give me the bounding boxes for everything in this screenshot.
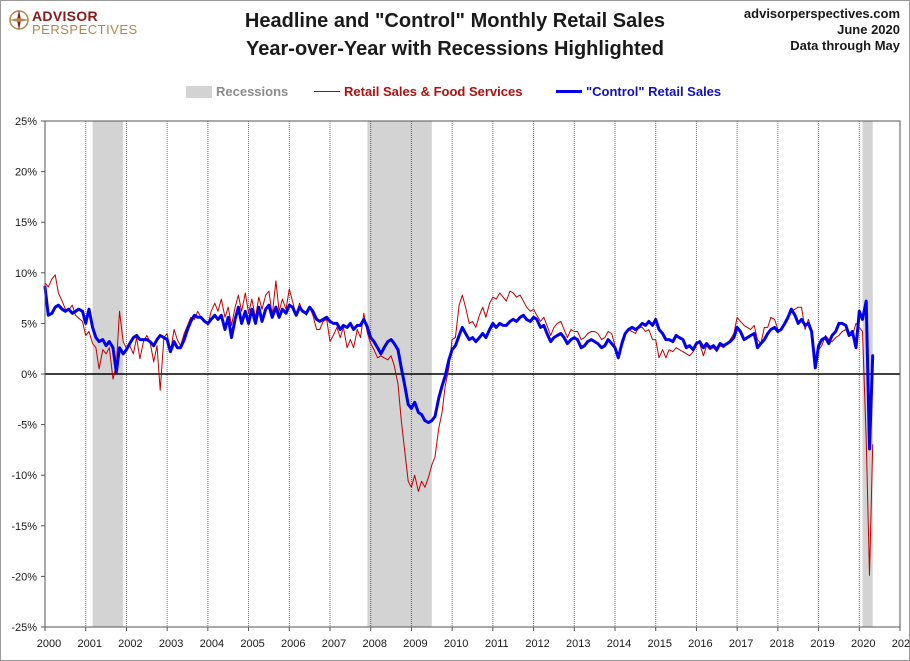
y-tick-label: -15% [11, 521, 37, 533]
series-line-control-sales [43, 285, 875, 451]
x-tick-label: 2007 [322, 638, 346, 650]
y-tick-label: 10% [15, 268, 37, 280]
x-tick-label: 2001 [77, 638, 101, 650]
x-tick-label: 2016 [688, 638, 712, 650]
legend-item-control-sales: "Control" Retail Sales [556, 83, 721, 101]
legend-item-recessions: Recessions [186, 83, 288, 101]
compass-rose-icon [9, 10, 29, 30]
chart-title-line2: Year-over-Year with Recessions Highlight… [246, 38, 664, 60]
publish-date: June 2020 [837, 22, 900, 37]
y-tick-label: -25% [11, 622, 37, 634]
y-tick-label: -20% [11, 571, 37, 583]
y-tick-label: 15% [15, 217, 37, 229]
x-tick-label: 2017 [729, 638, 753, 650]
x-tick-label: 2003 [159, 638, 183, 650]
x-tick-label: 2000 [37, 638, 61, 650]
y-tick-label: 5% [21, 318, 37, 330]
y-tick-label: 0% [21, 369, 37, 381]
x-tick-label: 2020 [851, 638, 875, 650]
y-tick-label: -10% [11, 470, 37, 482]
x-tick-label: 2021 [892, 638, 910, 650]
y-tick-label: -5% [17, 420, 37, 432]
x-tick-label: 2006 [281, 638, 305, 650]
x-tick-label: 2013 [566, 638, 590, 650]
legend-label-recessions: Recessions [216, 84, 289, 99]
x-tick-label: 2014 [607, 638, 631, 650]
x-tick-label: 2009 [403, 638, 427, 650]
chart-title-line1: Headline and "Control" Monthly Retail Sa… [244, 10, 666, 32]
brand-logo-line1: ADVISOR [32, 8, 98, 24]
x-tick-label: 2019 [810, 638, 834, 650]
legend-label-control-sales: "Control" Retail Sales [586, 84, 722, 99]
x-tick-label: 2004 [200, 638, 224, 650]
legend-label-retail-sales: Retail Sales & Food Services [344, 84, 523, 99]
legend-swatch-control-sales [556, 90, 582, 93]
legend-swatch-recessions [186, 86, 212, 98]
brand-logo-line2: PERSPECTIVES [32, 22, 138, 37]
legend-item-retail-sales: Retail Sales & Food Services [314, 83, 522, 101]
legend-swatch-retail-sales [314, 91, 340, 92]
x-tick-label: 2005 [240, 638, 264, 650]
data-through-note: Data through May [790, 38, 900, 53]
x-tick-label: 2011 [485, 638, 509, 650]
x-tick-label: 2008 [362, 638, 386, 650]
x-tick-label: 2012 [525, 638, 549, 650]
x-tick-label: 2015 [647, 638, 671, 650]
y-tick-label: 20% [15, 167, 37, 179]
series-line-retail-sales [44, 274, 874, 576]
x-tick-label: 2002 [118, 638, 142, 650]
x-tick-label: 2010 [444, 638, 468, 650]
chart-legend: Recessions Retail Sales & Food Services … [0, 83, 910, 101]
x-tick-label: 2018 [770, 638, 794, 650]
site-name: advisorperspectives.com [743, 6, 900, 21]
y-tick-label: 25% [15, 116, 37, 128]
